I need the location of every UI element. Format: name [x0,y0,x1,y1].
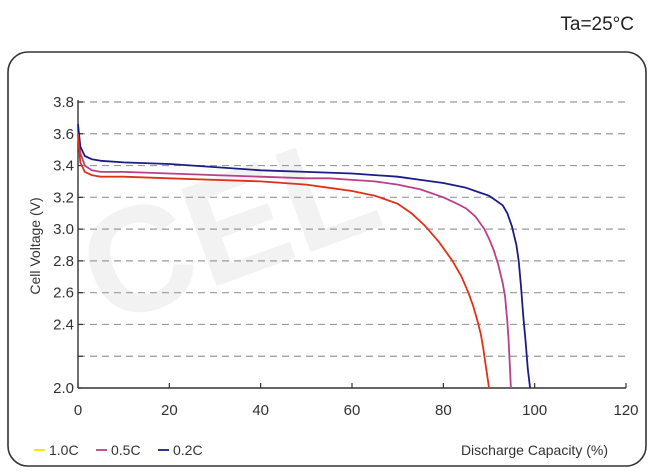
y-tick-label: 3.2 [53,189,74,206]
legend: 1.0C 0.5C 0.2C [34,442,203,458]
y-tick-label: 2.0 [53,380,74,397]
x-tick-label: 0 [74,402,82,419]
series-line-0-5c [77,128,512,389]
watermark: CEL [59,96,398,356]
x-tick-label: 120 [613,402,638,419]
x-tick-label: 100 [522,402,547,419]
x-tick-label: 80 [435,402,452,419]
y-tick-label: 2.4 [53,316,74,333]
y-tick-label: 2.6 [53,285,74,302]
legend-entry: 0.5C [111,442,141,458]
condition-label: Ta=25°C [560,14,634,35]
x-tick-label: 60 [344,402,361,419]
grid-lines [78,101,626,357]
legend-entry: 0.2C [173,442,203,458]
legend-entry: 1.0C [49,442,79,458]
y-tick-label: 3.6 [53,126,74,143]
axes [77,100,627,389]
y-tick-labels: 2.0 2.4 2.6 2.8 3.0 3.2 3.4 3.6 3.8 [53,94,74,397]
x-tick-labels: 0 20 40 60 80 100 120 [74,402,639,419]
x-axis-label: Discharge Capacity (%) [461,442,608,458]
y-tick-label: 3.0 [53,221,74,238]
series-lines [77,124,531,389]
y-tick-label: 3.8 [53,94,74,111]
chart-frame [7,51,647,467]
x-tick-label: 20 [161,402,178,419]
y-tick-label: 3.4 [53,158,74,175]
y-tick-label: 2.8 [53,253,74,270]
series-line-0-2c [77,124,531,389]
series-line-unlabeled [77,133,490,389]
y-axis-label: Cell Voltage (V) [27,197,43,294]
x-tick-label: 40 [252,402,269,419]
